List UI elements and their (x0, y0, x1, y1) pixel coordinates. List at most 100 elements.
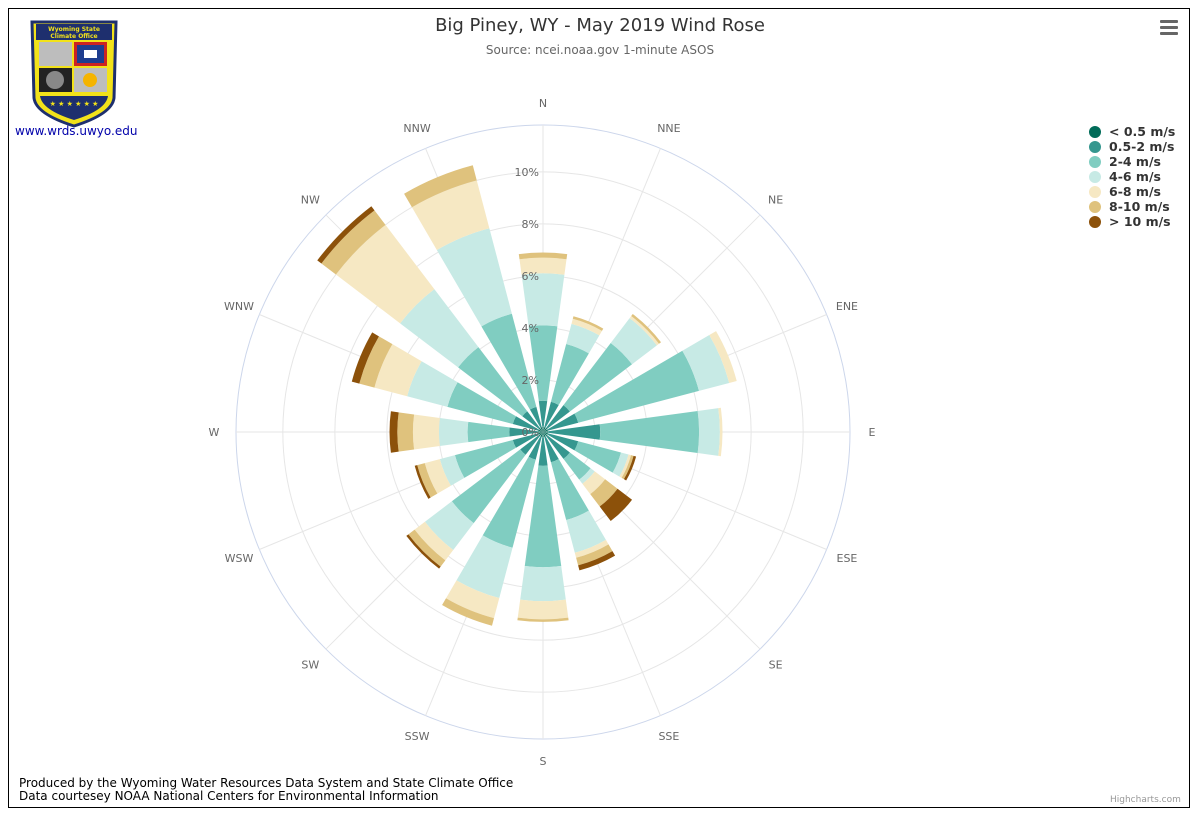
wedge-NW-series-0 (538, 427, 543, 432)
wedge-N-series-3 (521, 273, 565, 327)
wedge-S-series-0 (542, 432, 544, 438)
wedge-NW-series-6 (317, 206, 375, 264)
legend-marker (1089, 185, 1101, 198)
legend-item[interactable]: < 0.5 m/s (1089, 124, 1175, 139)
wedge-WNW-series-2 (447, 382, 517, 425)
wedge-SSW-series-0 (540, 432, 543, 438)
wedge-ENE-series-2 (574, 350, 699, 423)
wedge-ESE-series-4 (619, 454, 632, 478)
wedge-WSW-series-0 (537, 432, 543, 435)
legend-item[interactable]: 6-8 m/s (1089, 184, 1175, 199)
legend-label: 0.5-2 m/s (1109, 139, 1175, 154)
legend-marker (1089, 140, 1101, 153)
wedge-NW-series-2 (458, 347, 528, 417)
wedge-SE-series-5 (590, 479, 618, 507)
wedge-SW-series-1 (520, 435, 540, 455)
wedge-W-series-1 (509, 427, 538, 437)
svg-text:Climate Office: Climate Office (50, 33, 97, 40)
wedge-NE-series-5 (631, 313, 662, 344)
wedge-NE-series-4 (629, 316, 659, 346)
chart-subtitle: Source: ncei.noaa.gov 1-minute ASOS (485, 43, 715, 57)
highcharts-credit[interactable]: Highcharts.com (1110, 795, 1181, 805)
wedge-ESE-series-1 (547, 433, 579, 451)
wedge-SW-series-4 (414, 521, 454, 561)
legend-item[interactable]: 0.5-2 m/s (1089, 139, 1175, 154)
wedge-SSE-series-2 (550, 458, 589, 521)
legend-item[interactable]: 8-10 m/s (1089, 199, 1175, 214)
legend-label: 4-6 m/s (1109, 169, 1161, 184)
footer-line-2: Data courtesey NOAA National Centers for… (19, 789, 439, 803)
wedge-E-series-4 (718, 407, 723, 457)
legend-marker (1089, 155, 1101, 168)
wedge-SSE-series-4 (574, 539, 609, 558)
wedge-SE-series-4 (582, 471, 606, 495)
wedge-NE-series-2 (563, 342, 633, 412)
wedge-NE-series-3 (610, 318, 657, 365)
wedge-E-series-3 (697, 408, 720, 456)
wedge-ESE-series-2 (574, 441, 621, 473)
wedge-ESE-series-3 (612, 452, 629, 477)
svg-text:Wyoming State: Wyoming State (48, 26, 100, 33)
wedge-SW-series-3 (424, 501, 474, 551)
climate-office-logo: Wyoming State Climate Office ★ ★ ★ ★ ★ ★ (30, 20, 118, 128)
direction-label: ENE (836, 300, 858, 313)
legend-item[interactable]: 4-6 m/s (1089, 169, 1175, 184)
wedge-N-series-0 (542, 426, 544, 432)
legend-marker (1089, 170, 1101, 183)
legend-label: 6-8 m/s (1109, 184, 1161, 199)
website-link[interactable]: www.wrds.uwyo.edu (15, 124, 138, 138)
direction-label: SSE (658, 730, 679, 743)
wedge-SW-series-2 (451, 449, 526, 524)
wedge-NNW-series-1 (529, 406, 542, 428)
wedge-ESE-series-6 (623, 455, 637, 481)
legend-label: 2-4 m/s (1109, 154, 1161, 169)
wedge-WSW-series-2 (454, 439, 517, 478)
legend-item[interactable]: 2-4 m/s (1089, 154, 1175, 169)
wedge-N-series-1 (538, 400, 548, 427)
wedge-WSW-series-5 (417, 463, 438, 498)
hamburger-icon[interactable] (1158, 20, 1180, 40)
wedge-SSE-series-5 (576, 544, 613, 566)
wedge-SSE-series-3 (566, 510, 606, 553)
footer-text: Produced by the Wyoming Water Resources … (19, 777, 513, 803)
wedge-SW-series-5 (408, 529, 446, 567)
wedge-SW-series-0 (538, 432, 543, 437)
wedge-ENE-series-1 (547, 413, 579, 431)
radial-tick-label: 6% (522, 270, 539, 283)
wedge-SSW-series-2 (482, 456, 536, 548)
legend: < 0.5 m/s 0.5-2 m/s 2-4 m/s 4-6 m/s 6-8 m/s 8… (1089, 124, 1175, 229)
wedge-SSW-series-1 (528, 436, 542, 460)
footer-line-1: Produced by the Wyoming Water Resources … (19, 776, 514, 790)
wedge-ESE-series-0 (543, 432, 549, 435)
wedge-W-series-6 (389, 411, 399, 453)
direction-label: S (540, 755, 547, 768)
wedge-ENE-series-4 (709, 331, 737, 383)
wedge-SE-series-3 (579, 468, 595, 484)
wedge-N-series-5 (518, 252, 568, 260)
wedge-SE-series-2 (563, 452, 591, 480)
wedge-SSW-series-5 (442, 598, 494, 626)
wedge-NNE-series-1 (544, 401, 559, 428)
wedge-S-series-3 (520, 566, 566, 602)
direction-label: ESE (837, 552, 858, 565)
wedge-NNW-series-4 (411, 180, 490, 250)
chart-frame (8, 8, 1190, 808)
wedge-NW-series-3 (400, 289, 479, 368)
wedge-S-series-4 (517, 599, 569, 620)
wedge-S-series-2 (524, 465, 562, 568)
wedge-WNW-series-1 (512, 416, 539, 431)
wedge-ENE-series-0 (543, 429, 549, 432)
wedge-SE-series-0 (543, 432, 548, 437)
wedge-E-series-1 (548, 424, 601, 440)
wedge-W-series-4 (412, 414, 440, 450)
wedge-WNW-series-3 (407, 361, 458, 407)
legend-item[interactable]: > 10 m/s (1089, 214, 1175, 229)
wedge-NNW-series-5 (404, 165, 477, 208)
radial-tick-label: 2% (522, 374, 539, 387)
direction-label: SW (301, 659, 319, 672)
wedge-ESE-series-5 (621, 455, 634, 480)
wedge-NNW-series-2 (481, 313, 537, 410)
chart-title: Big Piney, WY - May 2019 Wind Rose (435, 15, 765, 36)
wedge-W-series-5 (397, 412, 415, 452)
